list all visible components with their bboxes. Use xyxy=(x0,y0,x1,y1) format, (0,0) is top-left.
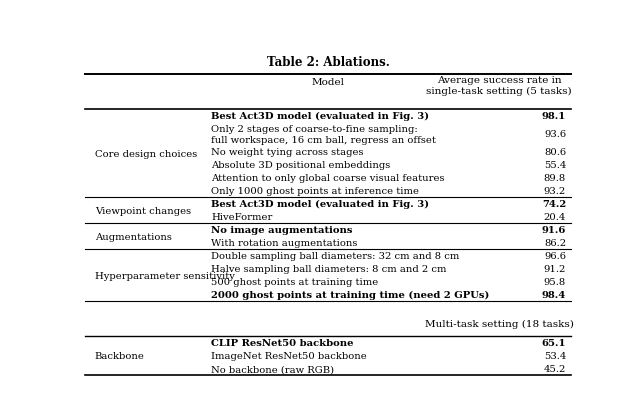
Text: Model: Model xyxy=(312,77,344,87)
Text: 96.6: 96.6 xyxy=(544,252,566,261)
Text: 45.2: 45.2 xyxy=(544,365,566,373)
Text: Hyperparameter sensitivity: Hyperparameter sensitivity xyxy=(95,271,235,280)
Text: Table 2: Ablations.: Table 2: Ablations. xyxy=(267,56,389,69)
Text: 93.6: 93.6 xyxy=(544,130,566,139)
Text: 20.4: 20.4 xyxy=(544,213,566,222)
Text: Halve sampling ball diameters: 8 cm and 2 cm: Halve sampling ball diameters: 8 cm and … xyxy=(211,265,447,274)
Text: 80.6: 80.6 xyxy=(544,148,566,157)
Text: 2000 ghost points at training time (need 2 GPUs): 2000 ghost points at training time (need… xyxy=(211,291,490,300)
Text: Core design choices: Core design choices xyxy=(95,150,197,158)
Text: 98.1: 98.1 xyxy=(542,112,566,121)
Text: Average success rate in
single-task setting (5 tasks): Average success rate in single-task sett… xyxy=(426,76,572,96)
Text: Attention to only global coarse visual features: Attention to only global coarse visual f… xyxy=(211,174,445,183)
Text: Augmentations: Augmentations xyxy=(95,232,172,241)
Text: 95.8: 95.8 xyxy=(544,277,566,287)
Text: Only 2 stages of coarse-to-fine sampling:
full workspace, 16 cm ball, regress an: Only 2 stages of coarse-to-fine sampling… xyxy=(211,124,436,144)
Text: 500 ghost points at training time: 500 ghost points at training time xyxy=(211,277,379,287)
Text: No backbone (raw RGB): No backbone (raw RGB) xyxy=(211,365,335,373)
Text: HiveFormer: HiveFormer xyxy=(211,213,273,222)
Text: No image augmentations: No image augmentations xyxy=(211,226,353,235)
Text: 91.6: 91.6 xyxy=(541,226,566,235)
Text: Absolute 3D positional embeddings: Absolute 3D positional embeddings xyxy=(211,161,390,170)
Text: 98.4: 98.4 xyxy=(542,291,566,300)
Text: Backbone: Backbone xyxy=(95,351,145,360)
Text: 89.8: 89.8 xyxy=(544,174,566,183)
Text: Multi-task setting (18 tasks): Multi-task setting (18 tasks) xyxy=(425,319,573,328)
Text: Best Act3D model (evaluated in Fig. 3): Best Act3D model (evaluated in Fig. 3) xyxy=(211,200,429,209)
Text: ImageNet ResNet50 backbone: ImageNet ResNet50 backbone xyxy=(211,351,367,360)
Text: 86.2: 86.2 xyxy=(544,239,566,248)
Text: 74.2: 74.2 xyxy=(542,200,566,209)
Text: Viewpoint changes: Viewpoint changes xyxy=(95,207,191,215)
Text: 93.2: 93.2 xyxy=(544,187,566,196)
Text: No weight tying across stages: No weight tying across stages xyxy=(211,148,364,157)
Text: CLIP ResNet50 backbone: CLIP ResNet50 backbone xyxy=(211,338,354,348)
Text: Best Act3D model (evaluated in Fig. 3): Best Act3D model (evaluated in Fig. 3) xyxy=(211,112,429,121)
Text: 65.1: 65.1 xyxy=(541,338,566,348)
Text: 53.4: 53.4 xyxy=(544,351,566,360)
Text: Only 1000 ghost points at inference time: Only 1000 ghost points at inference time xyxy=(211,187,419,196)
Text: 55.4: 55.4 xyxy=(544,161,566,170)
Text: Double sampling ball diameters: 32 cm and 8 cm: Double sampling ball diameters: 32 cm an… xyxy=(211,252,460,261)
Text: 91.2: 91.2 xyxy=(544,265,566,274)
Text: With rotation augmentations: With rotation augmentations xyxy=(211,239,358,248)
